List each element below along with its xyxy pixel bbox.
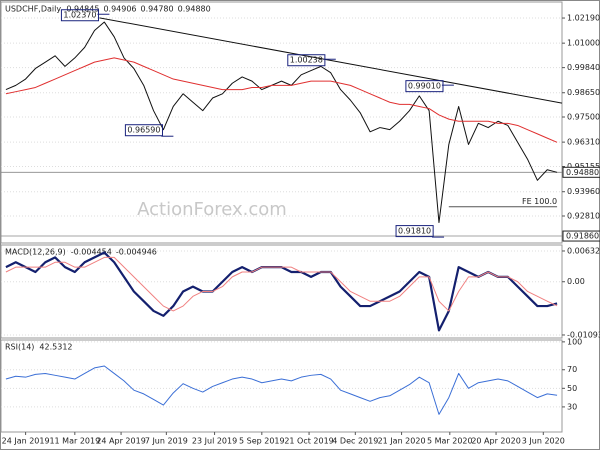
x-tick-label: 7 Jun 2019: [145, 437, 188, 446]
y-tick-label: 70: [567, 365, 577, 374]
series-line: [5, 365, 558, 415]
series-line: [5, 21, 558, 224]
annotation-box: [287, 54, 326, 67]
price-marker-box: [562, 166, 600, 178]
y-tick-label: 0.96310: [567, 138, 600, 147]
x-tick-label: 5 Sep 2019: [239, 437, 285, 446]
y-tick-label: 0.006321: [567, 246, 600, 255]
annotation-box: [60, 9, 100, 22]
price-marker-box: [562, 230, 600, 242]
x-tick-label: 24 Apr 2019: [96, 437, 145, 446]
annotation-label: 1.00238: [290, 56, 323, 65]
readout: 42.5312: [39, 343, 72, 352]
annotation-box: [395, 225, 434, 238]
annotation-label: 0.99010: [408, 82, 441, 91]
y-tick-label: 1.02190: [567, 14, 600, 23]
readout: 0.94780: [141, 5, 174, 14]
y-tick-label: 1.01000: [567, 39, 600, 48]
panel-title: USDCHF,Daily: [5, 5, 61, 14]
watermark: ActionForex.com: [137, 199, 287, 220]
panel-title: MACD(12,26,9): [5, 248, 66, 257]
panel-title: RSI(14): [5, 343, 34, 352]
y-tick-label: 0.93960: [567, 187, 600, 196]
x-tick-label: 5 Mar 2020: [427, 437, 473, 446]
x-tick-label: 21 Oct 2019: [284, 437, 333, 446]
price-marker-label: 0.91860: [566, 232, 599, 241]
fe-label: FE 100.0: [522, 197, 557, 206]
x-tick-label: 23 Jul 2019: [192, 437, 237, 446]
series-line: [5, 256, 558, 312]
annotation-box: [124, 124, 163, 137]
readout: 0.94845: [66, 5, 99, 14]
panel: [0, 339, 563, 433]
x-tick-label: 20 Apr 2020: [471, 437, 520, 446]
x-tick-label: 21 Jan 2020: [378, 437, 426, 446]
x-tick-label: 4 Dec 2019: [332, 437, 378, 446]
y-tick-label: 30: [567, 402, 577, 411]
y-tick-label: 0.95155: [567, 162, 600, 171]
readout: 0.94880: [178, 5, 211, 14]
annotation-label: 0.96590: [127, 126, 160, 135]
series-line: [5, 57, 558, 143]
y-tick-label: 0.97500: [567, 113, 600, 122]
annotation-box: [405, 80, 444, 93]
panel: [0, 1, 563, 244]
panel: [0, 244, 563, 339]
annotation-label: 1.02370: [63, 11, 96, 20]
x-tick-label: 24 Jan 2019: [2, 437, 50, 446]
readout: -0.004454: [71, 248, 112, 257]
y-tick-label: 0.92810: [567, 211, 600, 220]
y-tick-label: -0.010939: [567, 330, 600, 339]
readout: 0.94906: [103, 5, 136, 14]
x-tick-label: 11 Mar 2019: [49, 437, 100, 446]
y-tick-label: 50: [567, 384, 577, 393]
price-marker-label: 0.94880: [566, 168, 599, 177]
y-tick-label: 0.99840: [567, 63, 600, 72]
y-tick-label: 100: [567, 337, 582, 346]
x-tick-label: 3 Jun 2020: [522, 437, 565, 446]
trendline: [99, 17, 563, 104]
readout: -0.004946: [116, 248, 157, 257]
y-tick-label: 0.00: [567, 277, 585, 286]
annotation-label: 0.91810: [398, 227, 431, 236]
y-tick-label: 0.98650: [567, 88, 600, 97]
